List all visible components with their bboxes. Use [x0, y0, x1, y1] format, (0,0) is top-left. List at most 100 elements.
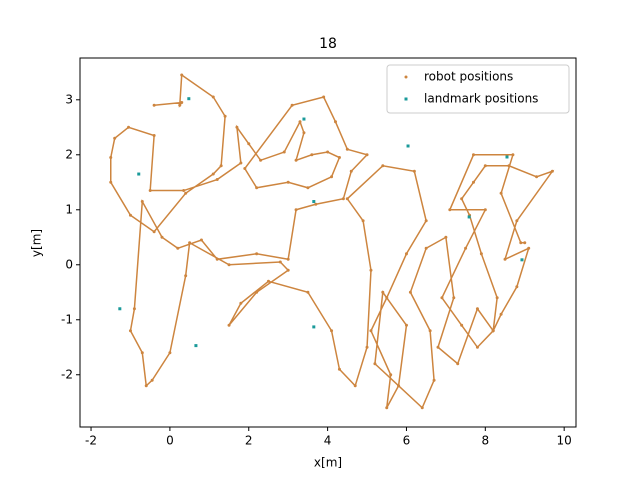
robot-point [188, 241, 192, 245]
robot-point [255, 186, 259, 190]
robot-point [215, 257, 219, 261]
robot-point [176, 246, 180, 250]
robot-point [499, 312, 503, 316]
robot-point [109, 180, 113, 184]
robot-point [223, 114, 227, 118]
robot-point [255, 252, 259, 256]
y-tick-label: 3 [65, 92, 73, 106]
robot-point [109, 156, 113, 160]
robot-point [333, 120, 337, 124]
robot-point [385, 406, 389, 410]
robot-point [456, 362, 460, 366]
x-tick-label: 4 [324, 434, 332, 448]
robot-point [294, 208, 298, 212]
robot-point [475, 345, 479, 349]
robot-point [160, 235, 164, 239]
robot-point [180, 73, 184, 77]
robot-point [259, 158, 263, 162]
robot-point [150, 378, 154, 382]
landmark-point [118, 307, 122, 311]
robot-point [330, 329, 334, 333]
robot-point [475, 307, 479, 311]
x-tick-label: 6 [403, 434, 411, 448]
robot-point [404, 323, 408, 327]
robot-point [515, 285, 519, 289]
robot-point [345, 197, 349, 201]
robot-point [550, 169, 554, 173]
robot-point [483, 208, 487, 212]
robot-point [471, 180, 475, 184]
landmark-point [137, 172, 141, 176]
robot-point [412, 169, 416, 173]
robot-point [140, 351, 144, 355]
robot-point [404, 252, 408, 256]
robot-point [294, 158, 298, 162]
robot-point [126, 125, 130, 129]
robot-point [235, 125, 239, 129]
plot-frame [79, 57, 577, 428]
robot-point [310, 153, 314, 157]
robot-point [199, 238, 203, 242]
x-tick-label: 8 [481, 434, 489, 448]
robot-point [219, 164, 223, 168]
robot-point [306, 186, 310, 190]
chart-title: 18 [319, 36, 337, 52]
robot-point [211, 172, 215, 176]
robot-point [286, 180, 290, 184]
landmark-point [467, 215, 471, 219]
robot-point [499, 191, 503, 195]
legend-marker [404, 75, 408, 79]
robot-point [436, 345, 440, 349]
robot-point [178, 103, 182, 107]
robot-point [140, 200, 144, 204]
landmark-point [406, 144, 410, 148]
robot-point [519, 241, 523, 245]
robot-point [152, 230, 156, 234]
robot-point [341, 197, 345, 201]
legend-label: robot positions [424, 70, 513, 84]
robot-point [471, 153, 475, 157]
x-tick-label: -2 [85, 434, 97, 448]
robot-point [278, 260, 282, 264]
robot-point [420, 406, 424, 410]
robot-point [369, 268, 373, 272]
robot-point [349, 169, 353, 173]
robot-point [168, 351, 172, 355]
robot-point [369, 329, 373, 333]
robot-point [184, 274, 188, 278]
robot-point [184, 191, 188, 195]
robot-point [243, 167, 247, 171]
robot-point [365, 345, 369, 349]
robot-point [314, 202, 318, 206]
robot-point [460, 323, 464, 327]
robot-point [527, 246, 531, 250]
x-tick-label: 0 [166, 434, 174, 448]
x-tick-label: 10 [557, 434, 572, 448]
robot-point [330, 175, 334, 179]
robot-point [515, 219, 519, 223]
robot-point [132, 307, 136, 311]
robot-point [128, 329, 132, 333]
robot-point [535, 175, 539, 179]
landmark-point [187, 97, 191, 101]
legend-box [386, 64, 570, 114]
robot-point [464, 246, 468, 250]
robot-point [282, 150, 286, 154]
robot-point [503, 257, 507, 261]
robot-point [337, 367, 341, 371]
robot-point [337, 156, 341, 160]
robot-point [452, 296, 456, 300]
robot-point [432, 378, 436, 382]
robot-point [286, 268, 290, 272]
robot-point [247, 142, 251, 146]
x-tick-label: 2 [245, 434, 253, 448]
robot-point [239, 161, 243, 165]
legend-marker [404, 97, 408, 101]
robot-point [448, 208, 452, 212]
robot-point [152, 134, 156, 138]
robot-point [215, 178, 219, 182]
robot-point [345, 147, 349, 151]
robot-point [322, 95, 326, 99]
robot-point [326, 150, 330, 154]
